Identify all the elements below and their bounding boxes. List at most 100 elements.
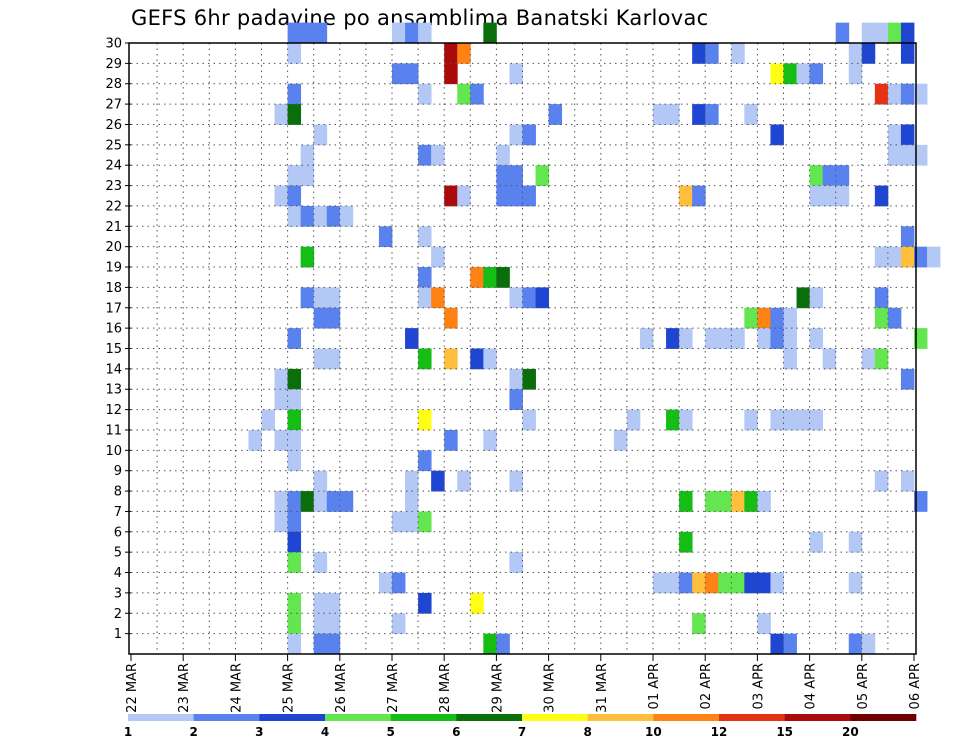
heatmap-cell <box>835 185 850 207</box>
colorbar-swatch <box>325 714 391 721</box>
heatmap-cell <box>457 83 471 105</box>
heatmap-cell <box>522 287 536 309</box>
x-tick-label: 05 APR <box>856 663 871 709</box>
heatmap-cell <box>418 22 432 44</box>
x-tick-label: 23 MAR <box>177 663 192 713</box>
heatmap-cell <box>796 409 810 431</box>
y-tick-label: 28 <box>105 77 122 92</box>
y-tick-label: 6 <box>114 525 122 540</box>
heatmap-cell <box>509 185 523 207</box>
heatmap-cell <box>496 165 510 186</box>
y-tick-label: 12 <box>105 403 122 418</box>
heatmap-cell <box>692 43 706 64</box>
heatmap-cell <box>313 124 328 146</box>
x-tick-label: 24 MAR <box>229 663 244 713</box>
heatmap-cell <box>287 633 302 655</box>
y-tick-label: 8 <box>114 485 122 500</box>
heatmap-cell <box>509 368 523 390</box>
heatmap-cell <box>887 124 902 146</box>
colorbar-tick-label: 6 <box>452 725 460 739</box>
heatmap-cell <box>405 470 419 492</box>
heatmap-cell <box>822 348 837 370</box>
heatmap-cell <box>326 205 341 227</box>
colorbar-tick-label: 7 <box>518 725 526 739</box>
heatmap-cell <box>405 22 419 44</box>
y-tick-label: 5 <box>114 546 122 561</box>
heatmap-cell <box>313 470 328 492</box>
heatmap-cell <box>470 83 484 105</box>
heatmap-cell <box>522 124 536 146</box>
y-tick-label: 23 <box>105 179 122 194</box>
x-axis: 22 MAR 23 MAR 24 MAR 25 MAR 26 MAR 27 MAR 28 M… <box>125 654 923 713</box>
heatmap-cell <box>718 491 732 512</box>
heatmap-cell <box>287 389 302 410</box>
heatmap-cell <box>900 124 915 146</box>
heatmap-cell <box>783 633 797 655</box>
heatmap-cell <box>666 409 680 431</box>
heatmap-cell <box>887 307 902 329</box>
heatmap-cell <box>783 409 797 431</box>
heatmap-cell <box>274 491 288 512</box>
colorbar-swatch <box>128 714 194 721</box>
x-tick-label: 26 MAR <box>334 663 349 713</box>
colorbar-swatch <box>850 714 917 721</box>
heatmap-cell <box>339 491 354 512</box>
heatmap-cell <box>822 185 837 207</box>
heatmap-cell <box>770 307 784 329</box>
heatmap-cell <box>313 348 328 370</box>
y-tick-label: 29 <box>105 57 122 72</box>
heatmap-cell <box>809 409 824 431</box>
heatmap-cell <box>483 348 497 370</box>
heatmap-cell <box>757 572 771 594</box>
heatmap-cell <box>705 328 719 349</box>
heatmap-cell <box>509 389 523 410</box>
y-tick-label: 22 <box>105 199 122 214</box>
heatmap-cell <box>378 572 393 594</box>
heatmap-cell <box>405 491 419 512</box>
heatmap-cell <box>770 572 784 594</box>
heatmap-cell <box>809 287 824 309</box>
heatmap-cell <box>274 368 288 390</box>
heatmap-cell <box>300 22 315 44</box>
heatmap-cell <box>444 185 458 207</box>
heatmap-cell <box>418 144 432 166</box>
y-tick-label: 13 <box>105 383 122 398</box>
y-tick-label: 25 <box>105 138 122 153</box>
colorbar-tick-label: 4 <box>321 725 329 739</box>
heatmap-cell <box>900 246 915 268</box>
heatmap-cell <box>705 572 719 594</box>
heatmap-cell <box>757 491 771 512</box>
colorbar-swatch <box>784 714 851 721</box>
heatmap-cell <box>718 328 732 349</box>
heatmap-cell <box>287 450 302 472</box>
heatmap-cell <box>496 144 510 166</box>
heatmap-cell <box>900 83 915 105</box>
heatmap-cell <box>822 165 837 186</box>
heatmap-cell <box>914 144 928 166</box>
y-tick-label: 15 <box>105 342 122 357</box>
heatmap-cell <box>692 572 706 594</box>
heatmap-cell <box>313 287 328 309</box>
y-tick-label: 30 <box>105 37 122 52</box>
heatmap-cell <box>444 429 458 451</box>
heatmap-cell <box>392 22 406 44</box>
heatmap-cell <box>874 470 889 492</box>
heatmap-cell <box>496 633 510 655</box>
heatmap-cell <box>900 226 915 248</box>
heatmap-cell <box>757 307 771 329</box>
heatmap-cell <box>418 409 432 431</box>
heatmap-cell <box>483 633 497 655</box>
heatmap-cell <box>874 22 889 44</box>
heatmap-cell <box>274 429 288 451</box>
heatmap-cell <box>287 368 302 390</box>
heatmap-cell <box>796 287 810 309</box>
heatmap-cell <box>653 104 667 125</box>
heatmap-cells <box>248 22 941 655</box>
heatmap-cell <box>457 43 471 64</box>
heatmap-cell <box>914 328 928 349</box>
heatmap-cell <box>405 63 419 85</box>
heatmap-cell <box>287 22 302 44</box>
heatmap-cell <box>522 409 536 431</box>
heatmap-cell <box>509 165 523 186</box>
heatmap-cell <box>744 491 758 512</box>
